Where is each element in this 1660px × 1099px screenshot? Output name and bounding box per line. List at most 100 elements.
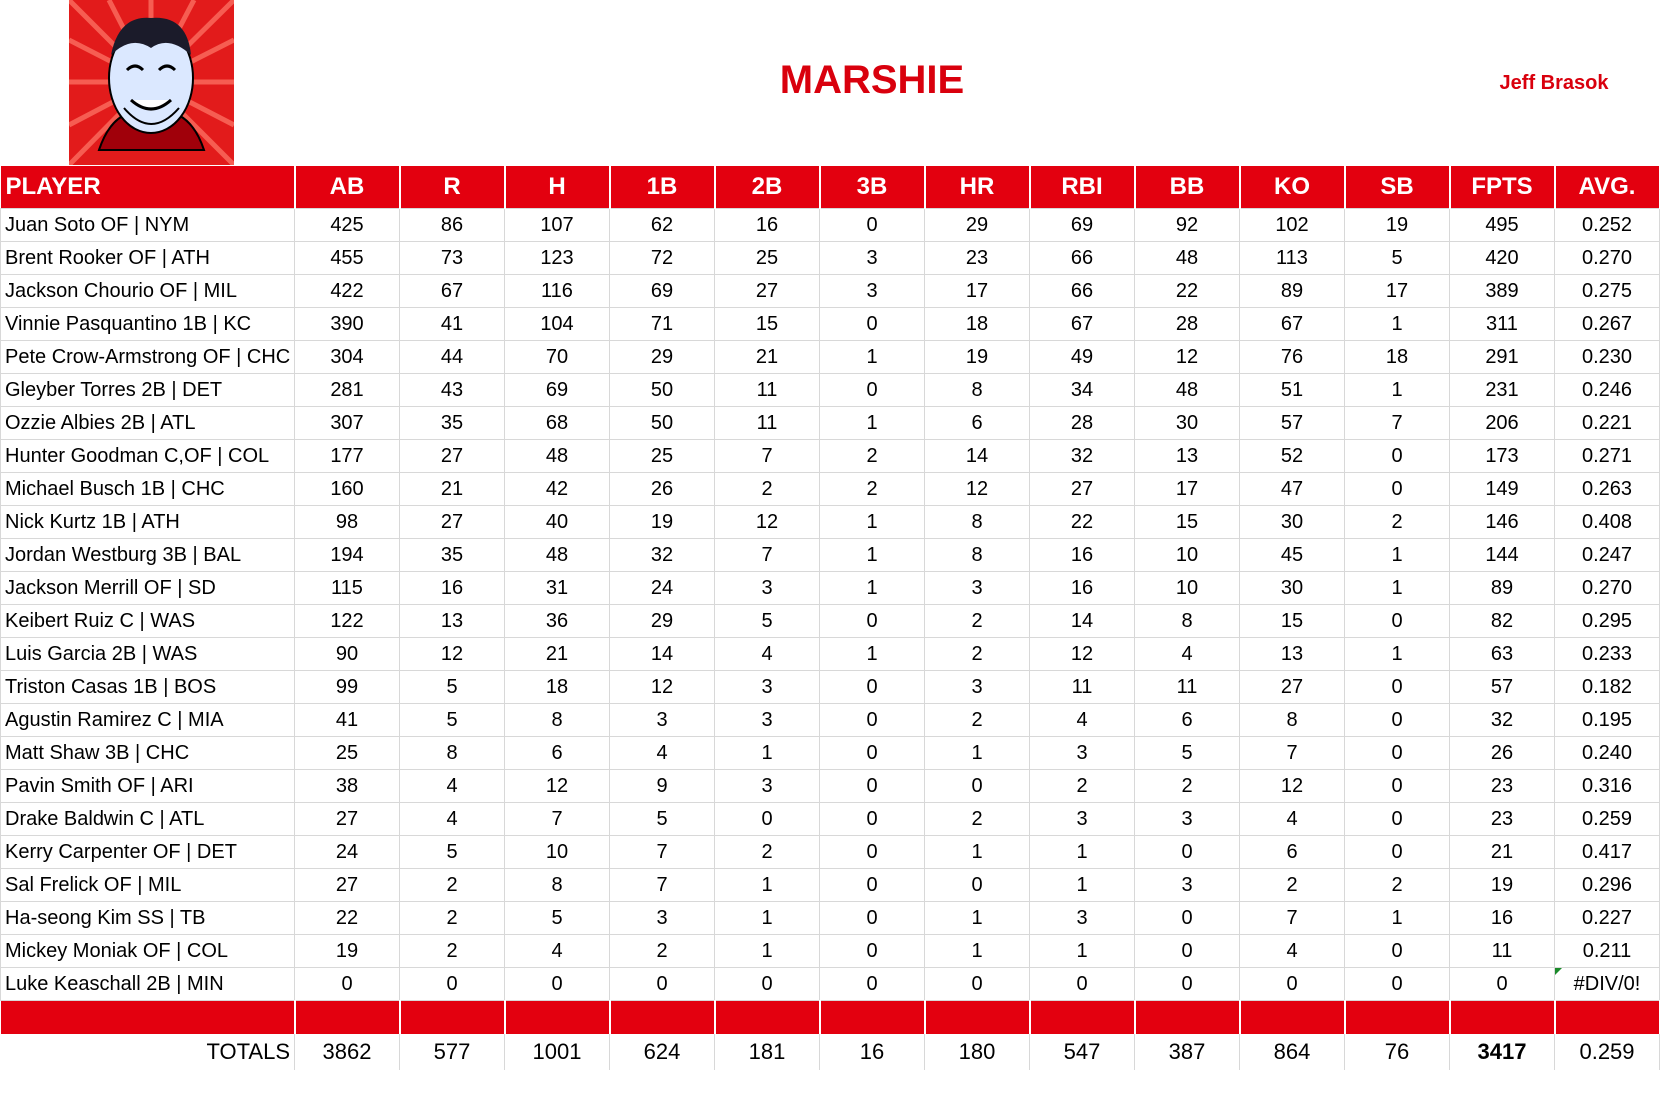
stat-cell: 102 [1239,208,1345,242]
player-name: Matt Shaw 3B | CHC [0,736,295,770]
stat-cell: 3 [1134,802,1240,836]
stat-cell: 0 [819,208,925,242]
stat-cell: 17 [1344,274,1450,308]
stat-cell: 50 [609,406,715,440]
stat-cell: 18 [504,670,610,704]
stat-cell: 122 [294,604,400,638]
total-cell: 0.259 [1554,1034,1660,1070]
stat-cell: 0.227 [1554,901,1660,935]
total-cell: 181 [714,1034,820,1070]
header-row: PLAYER AB R H 1B 2B 3B HR RBI BB KO SB FPTS AVG. [0,166,1660,209]
stat-cell: 7 [1239,736,1345,770]
stat-cell: 18 [924,307,1030,341]
stat-cell: 2 [819,472,925,506]
stat-cell: 1 [714,901,820,935]
stat-cell: 146 [1449,505,1555,539]
player-row: Pete Crow-Armstrong OF | CHC 304 44 70 29 21 1… [0,340,1660,374]
stat-cell: 86 [399,208,505,242]
stat-cell: 14 [609,637,715,671]
stat-cell: 28 [1029,406,1135,440]
stat-cell: 26 [609,472,715,506]
stat-cell: 115 [294,571,400,605]
stat-cell: 71 [609,307,715,341]
stat-cell: 0.233 [1554,637,1660,671]
stat-cell: 16 [399,571,505,605]
stat-cell: 5 [714,604,820,638]
stat-cell: 48 [504,439,610,473]
stat-cell: 3 [924,571,1030,605]
stat-cell: 3 [714,670,820,704]
stat-cell: 3 [714,571,820,605]
stat-cell: 1 [924,835,1030,869]
player-row: Sal Frelick OF | MIL 27 2 8 7 1 0 0 1 3 2 2 19 0.296 [0,868,1660,902]
stat-cell: 4 [1134,637,1240,671]
stat-cell: 25 [609,439,715,473]
stat-cell: 4 [399,802,505,836]
player-row: Kerry Carpenter OF | DET 24 5 10 7 2 0 1 1 0 6 0 21 0… [0,835,1660,869]
stat-cell: 2 [399,934,505,968]
player-row: Ha-seong Kim SS | TB 22 2 5 3 1 0 1 3 0 7 1 16 0.227 [0,901,1660,935]
stat-cell: 27 [1029,472,1135,506]
stat-cell: 43 [399,373,505,407]
stat-cell: 0.270 [1554,241,1660,275]
stat-cell: 0 [1344,604,1450,638]
column-header: 1B [609,166,716,209]
stat-cell: 0 [1344,769,1450,803]
stat-cell: 0 [504,967,610,1001]
stat-cell: 2 [924,637,1030,671]
stat-cell: 389 [1449,274,1555,308]
stat-cell: 0 [819,835,925,869]
player-name: Jackson Merrill OF | SD [0,571,295,605]
stat-cell: 10 [1134,538,1240,572]
stat-cell: 1 [924,934,1030,968]
stat-cell: 149 [1449,472,1555,506]
stat-cell: 2 [714,472,820,506]
stat-cell: 1 [1344,637,1450,671]
stat-cell: 69 [504,373,610,407]
stat-cell: 1 [1344,538,1450,572]
stat-cell: 8 [1134,604,1240,638]
player-name: Ozzie Albies 2B | ATL [0,406,295,440]
stat-cell: 22 [294,901,400,935]
stat-cell: 11 [1134,670,1240,704]
stat-cell: 0.296 [1554,868,1660,902]
stat-cell: 4 [1239,934,1345,968]
stats-table: PLAYER AB R H 1B 2B 3B HR RBI BB KO SB FPTS AVG. Juan… [0,166,1660,1070]
stat-cell: 12 [609,670,715,704]
stat-cell: 7 [714,439,820,473]
stat-cell: 19 [294,934,400,968]
stat-cell: 3 [714,703,820,737]
stat-cell: 7 [1344,406,1450,440]
stat-cell: 495 [1449,208,1555,242]
stat-cell: 19 [924,340,1030,374]
column-header: SB [1344,166,1451,209]
stat-cell: 22 [1029,505,1135,539]
column-header: 2B [714,166,821,209]
player-name: Ha-seong Kim SS | TB [0,901,295,935]
player-name: Michael Busch 1B | CHC [0,472,295,506]
stat-cell: 23 [1449,769,1555,803]
player-row: Vinnie Pasquantino 1B | KC 390 41 104 71 15 0 1… [0,307,1660,341]
stat-cell: 17 [1134,472,1240,506]
stat-cell: 12 [1029,637,1135,671]
stat-cell: 89 [1239,274,1345,308]
stat-cell: 420 [1449,241,1555,275]
stat-cell: 0.221 [1554,406,1660,440]
player-row: Pavin Smith OF | ARI 38 4 12 9 3 0 0 2 2 12 0 23 0.31… [0,769,1660,803]
stat-cell: 0.195 [1554,703,1660,737]
stat-cell: 8 [504,703,610,737]
player-row: Mickey Moniak OF | COL 19 2 4 2 1 0 1 1 0 4 0 11 0.21… [0,934,1660,968]
stat-cell: 26 [1449,736,1555,770]
total-cell: 577 [399,1034,505,1070]
stat-cell: 1 [819,637,925,671]
stat-cell: 1 [1029,868,1135,902]
stat-cell: 19 [609,505,715,539]
stat-cell: 13 [1134,439,1240,473]
stat-cell: 49 [1029,340,1135,374]
player-name: Sal Frelick OF | MIL [0,868,295,902]
stat-cell: 1 [1344,571,1450,605]
stat-cell: 2 [1344,505,1450,539]
stat-cell: 3 [609,901,715,935]
stat-cell: 45 [1239,538,1345,572]
column-header: HR [924,166,1031,209]
